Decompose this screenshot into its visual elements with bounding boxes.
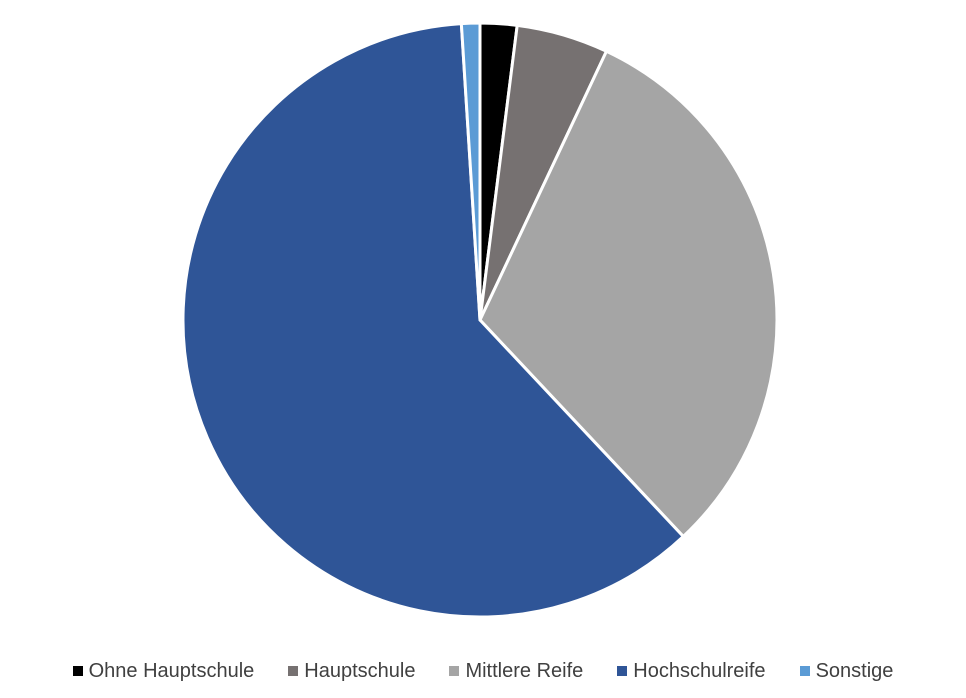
pie-slice-mittlere-reife [478,49,779,538]
legend-item-sonstige: Sonstige [799,659,894,683]
legend-swatch [617,666,628,676]
legend-swatch [72,666,83,676]
legend-item-ohne-hauptschule: Ohne Hauptschule [72,659,255,683]
legend-label: Sonstige [815,659,894,682]
legend-label: Hauptschule [304,659,416,682]
legend-label: Hochschulreife [633,659,766,682]
legend-swatch [799,666,810,676]
pie-plot-area [181,21,779,619]
legend-item-hochschulreife: Hochschulreife [617,659,766,683]
pie-slice-hochschulreife [181,22,685,619]
legend-label: Ohne Hauptschule [88,659,255,682]
legend-item-hauptschule: Hauptschule [288,660,415,683]
legend-swatch [288,666,299,676]
legend-item-mittlere-reife: Mittlere Reife [449,660,583,683]
legend-swatch [449,666,460,676]
chart-legend: Ohne Hauptschule Hauptschule Mittlere Reif… [0,655,966,687]
legend-label: Mittlere Reife [465,659,584,682]
pie-slice-sonstige [459,21,482,322]
